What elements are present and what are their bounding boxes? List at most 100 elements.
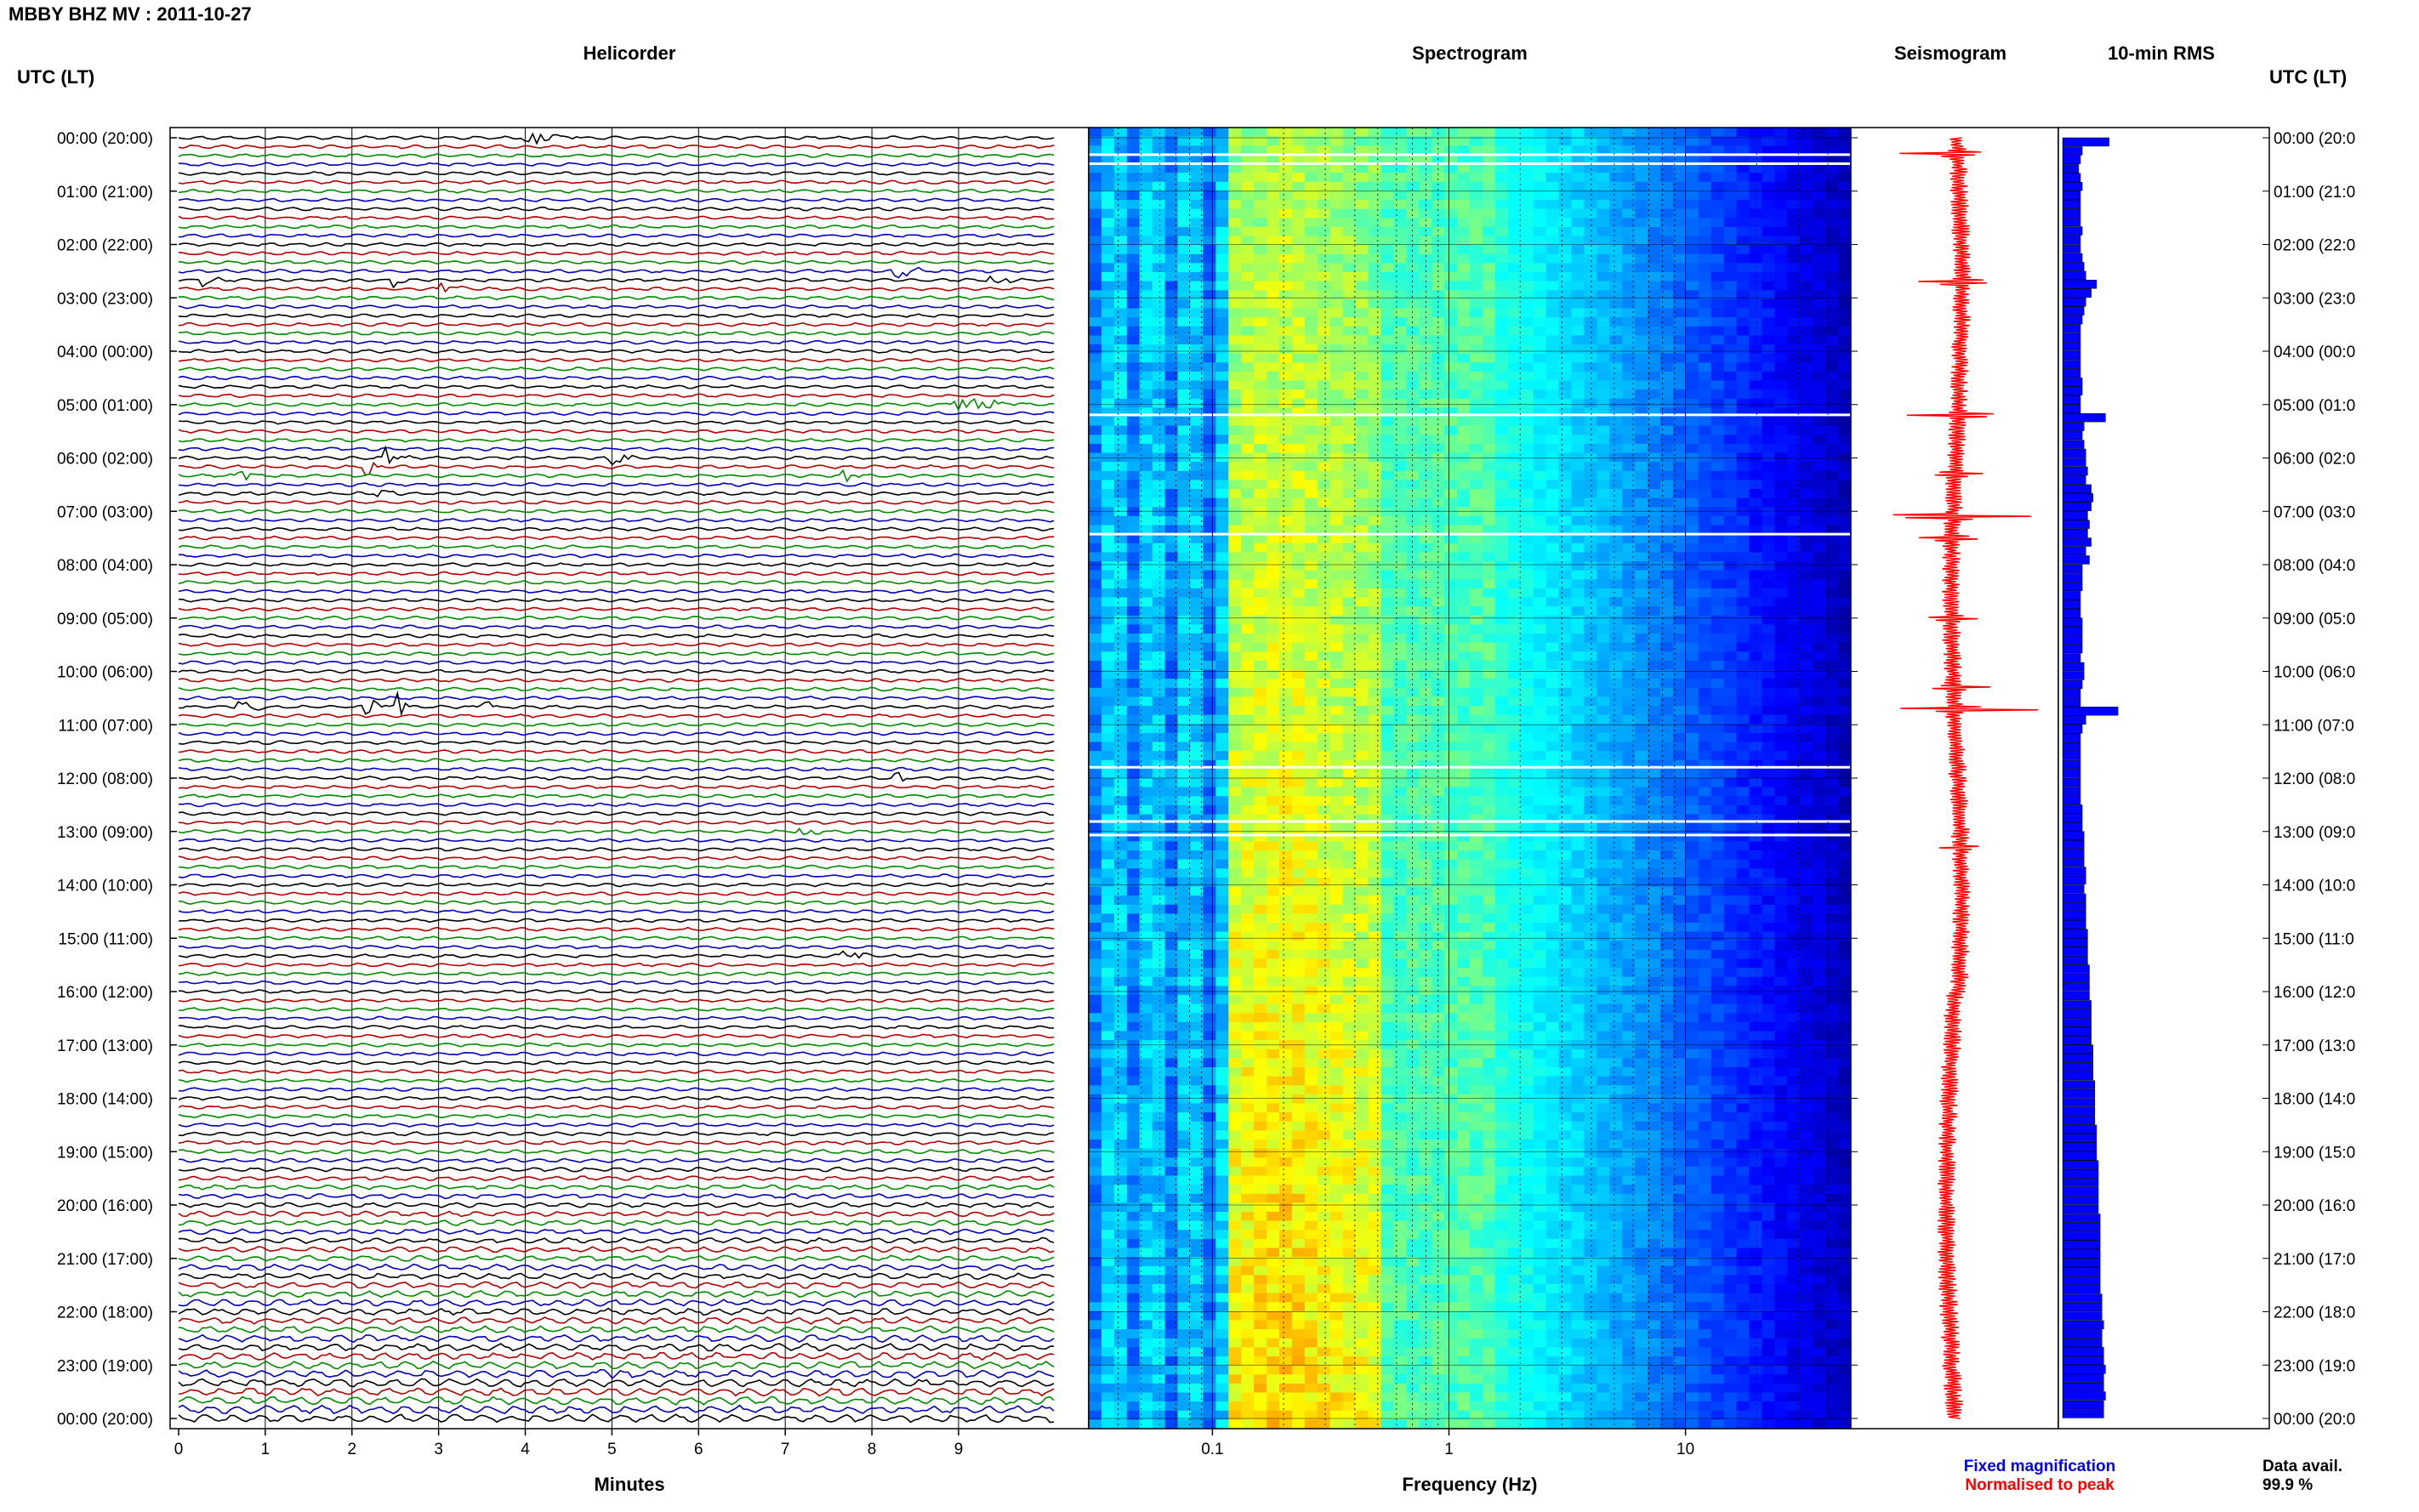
spectrogram-cell [1482,579,1496,589]
spectrogram-cell [1545,362,1560,372]
spectrogram-cell [1304,443,1318,453]
spectrogram-cell [1584,588,1597,598]
spectrogram-cell [1584,425,1597,435]
helicorder-trace [178,615,1055,621]
spectrogram-cell [1672,353,1687,363]
spectrogram-cell [1406,634,1420,643]
spectrogram-cell [1304,470,1318,480]
spectrogram-cell [1660,489,1674,498]
spectrogram-cell [1457,534,1471,544]
spectrogram-cell [1203,588,1216,598]
spectrogram-cell [1355,769,1369,779]
spectrogram-cell [1507,814,1522,824]
spectrogram-cell [1648,407,1661,418]
spectrogram-cell [1457,136,1471,146]
spectrogram-cell [1228,552,1242,562]
spectrogram-cell [1101,515,1115,526]
spectrogram-cell [1393,218,1407,228]
spectrogram-cell [1291,615,1306,625]
spectrogram-cell [1660,714,1674,725]
spectrogram-cell [1444,706,1458,715]
spectrogram-cell [1291,407,1306,418]
helicorder-trace [178,1263,1055,1271]
spectrogram-cell [1380,515,1394,526]
spectrogram-cell [1279,570,1293,580]
spectrogram-cell [1533,489,1547,498]
spectrogram-cell [1787,272,1801,281]
spectrogram-cell [1710,173,1725,183]
spectrogram-cell [1470,190,1483,201]
spectrogram-cell [1279,515,1293,526]
spectrogram-cell [1736,136,1750,146]
spectrogram-cell [1113,679,1128,689]
spectrogram-cell [1584,634,1597,643]
spectrogram-cell [1406,615,1420,625]
spectrogram-cell [1507,226,1522,236]
spectrogram-cell [1507,335,1522,345]
spectrogram-cell [1622,425,1636,435]
spectrogram-cell [1457,253,1471,264]
spectrogram-cell [1279,380,1293,390]
spectrogram-cell [1368,380,1381,390]
spectrogram-cell [1113,452,1128,463]
spectrogram-cell [1584,552,1597,562]
spectrogram-cell [1329,389,1344,400]
spectrogram-cell [1685,380,1699,390]
spectrogram-cell [1101,814,1115,824]
spectrogram-cell [1177,317,1191,327]
spectrogram-cell [1723,245,1738,255]
spectrogram-cell [1825,389,1839,400]
spectrogram-cell [1635,380,1648,390]
spectrogram-cell [1164,263,1179,273]
spectrogram-cell [1520,706,1534,715]
spectrogram-cell [1774,679,1788,689]
spectrogram-cell [1089,615,1102,625]
spectrogram-cell [1444,326,1458,336]
spectrogram-cell [1368,696,1381,707]
spectrogram-cell [1482,407,1496,418]
spectrogram-cell [1698,570,1712,580]
spectrogram-cell [1545,732,1560,742]
spectrogram-cell [1660,362,1674,372]
spectrogram-cell [1444,263,1458,273]
spectrogram-cell [1279,497,1293,508]
spectrogram-cell [1164,534,1179,544]
spectrogram-cell [1813,597,1826,607]
spectrogram-cell [1444,245,1458,255]
spectrogram-cell [1609,787,1623,797]
spectrogram-cell [1457,452,1471,463]
spectrogram-cell [1279,732,1293,742]
spectrogram-cell [1597,534,1610,544]
spectrogram-cell [1710,163,1725,173]
spectrogram-cell [1672,778,1687,787]
spectrogram-cell [1622,751,1636,761]
spectrogram-cell [1177,515,1191,526]
spectrogram-cell [1774,525,1788,535]
spectrogram-cell [1203,344,1216,354]
spectrogram-cell [1838,380,1852,390]
spectrogram-cell [1609,425,1623,435]
spectrogram-cell [1291,263,1306,273]
spectrogram-cell [1444,173,1458,183]
spectrogram-cell [1304,226,1318,236]
spectrogram-cell [1164,290,1179,300]
spectrogram-cell [1089,452,1102,463]
spectrogram-cell [1177,804,1191,815]
spectrogram-cell [1749,128,1762,137]
spectrogram-cell [1723,552,1738,562]
spectrogram-cell [1291,759,1306,770]
spectrogram-cell [1254,253,1267,264]
spectrogram-cell [1698,497,1712,508]
spectrogram-cell [1304,724,1318,734]
spectrogram-cell [1838,335,1852,345]
spectrogram-cell [1393,525,1407,535]
spectrogram-cell [1736,272,1750,281]
helicorder-trace [178,446,1055,452]
spectrogram-cell [1825,588,1839,598]
spectrogram-cell [1749,435,1762,445]
spectrogram-cell [1622,435,1636,445]
spectrogram-cell [1648,679,1661,689]
spectrogram-cell [1406,226,1420,236]
spectrogram-cell [1419,245,1432,255]
spectrogram-cell [1329,832,1344,842]
